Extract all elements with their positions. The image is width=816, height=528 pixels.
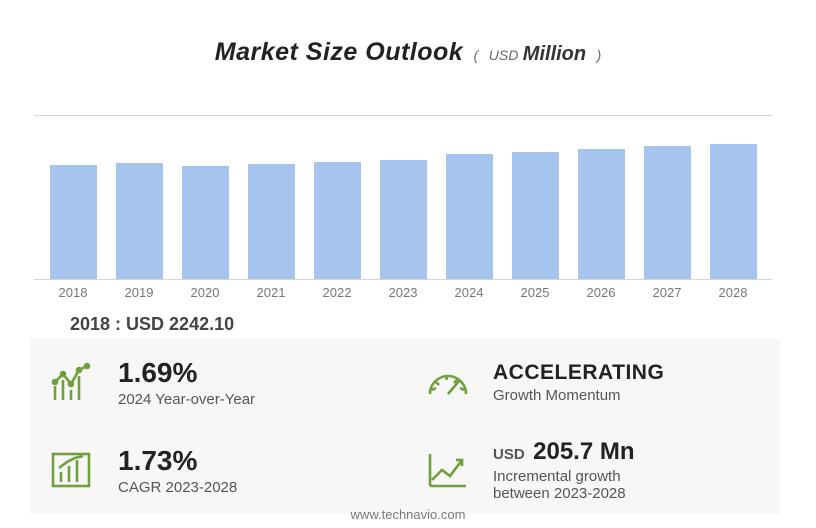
bar-slot: [172, 166, 238, 279]
trend-arrow-icon: [423, 447, 473, 493]
bar-slot: [304, 162, 370, 279]
bar-slot: [700, 144, 766, 279]
x-axis-label: 2022: [304, 285, 370, 300]
bar-slot: [568, 149, 634, 279]
gauge-icon: [423, 359, 473, 405]
bar: [116, 163, 163, 279]
yoy-value: 1.69%: [118, 357, 255, 389]
title-main: Market Size Outlook: [215, 38, 463, 66]
title-paren-open: (: [474, 47, 479, 63]
x-axis-label: 2020: [172, 285, 238, 300]
stat-cagr: 1.73% CAGR 2023-2028: [30, 426, 405, 514]
x-axis-labels: 2018201920202021202220232024202520262027…: [34, 285, 772, 300]
bar: [50, 165, 97, 279]
stat-incremental: USD 205.7 Mn Incremental growth between …: [405, 426, 780, 514]
bar: [182, 166, 229, 279]
stats-grid: 1.69% 2024 Year-over-Year: [30, 338, 780, 514]
infographic-container: { "title": { "main": "Market Size Outloo…: [0, 0, 816, 528]
stat-momentum: ACCELERATING Growth Momentum: [405, 338, 780, 426]
incremental-line1: Incremental growth: [493, 468, 635, 485]
incremental-usd: USD: [493, 446, 525, 463]
title-usd: USD: [489, 47, 519, 63]
x-axis-label: 2019: [106, 285, 172, 300]
footer-url: www.technavio.com: [0, 507, 816, 522]
chart-title: Market Size Outlook ( USD Million ): [0, 0, 816, 85]
baseline-value: 2018 : USD 2242.10: [70, 314, 234, 335]
x-axis-label: 2023: [370, 285, 436, 300]
yoy-label: 2024 Year-over-Year: [118, 391, 255, 408]
growth-bars-icon: [48, 359, 98, 405]
bar: [512, 152, 559, 279]
bar: [644, 146, 691, 279]
x-axis-label: 2024: [436, 285, 502, 300]
chart-box-icon: [48, 447, 98, 493]
cagr-value: 1.73%: [118, 445, 237, 477]
bar: [446, 154, 493, 279]
bar-chart: [34, 115, 772, 280]
x-axis-label: 2026: [568, 285, 634, 300]
stat-yoy: 1.69% 2024 Year-over-Year: [30, 338, 405, 426]
title-unit: Million: [523, 43, 586, 65]
bar-slot: [634, 146, 700, 279]
bar-slot: [502, 152, 568, 279]
bar: [710, 144, 757, 279]
x-axis-label: 2028: [700, 285, 766, 300]
title-paren-close: ): [597, 47, 602, 63]
bar-slot: [238, 164, 304, 279]
bar-slot: [40, 165, 106, 279]
x-axis-label: 2018: [40, 285, 106, 300]
cagr-label: CAGR 2023-2028: [118, 479, 237, 496]
bar-slot: [436, 154, 502, 279]
bar: [248, 164, 295, 279]
bar: [380, 160, 427, 279]
x-axis-label: 2021: [238, 285, 304, 300]
incremental-value-row: USD 205.7 Mn: [493, 438, 635, 466]
momentum-label: Growth Momentum: [493, 387, 664, 404]
momentum-value: ACCELERATING: [493, 361, 664, 385]
bar: [578, 149, 625, 279]
bar-slot: [106, 163, 172, 279]
incremental-line2: between 2023-2028: [493, 485, 635, 502]
bar: [314, 162, 361, 279]
bar-slot: [370, 160, 436, 279]
x-axis-label: 2027: [634, 285, 700, 300]
incremental-value: 205.7 Mn: [533, 438, 634, 465]
x-axis-label: 2025: [502, 285, 568, 300]
